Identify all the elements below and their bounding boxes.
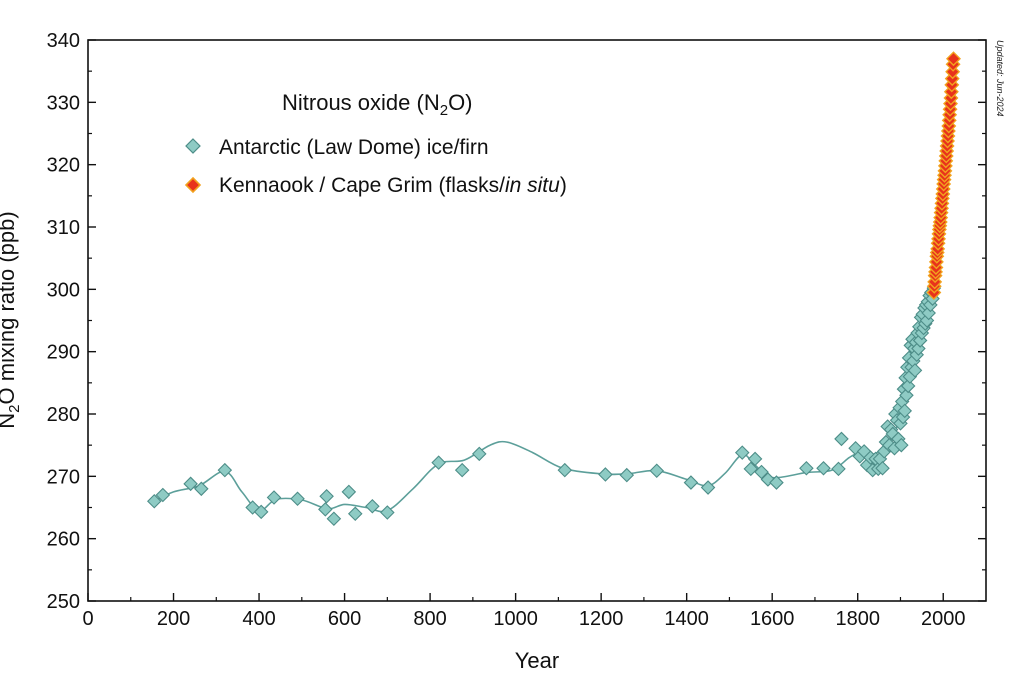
y-tick-label: 270 <box>47 466 80 488</box>
legend-label-cape-grim: Kennaook / Cape Grim (flasks/in situ) <box>219 174 567 197</box>
antarctic-data-point <box>147 493 162 509</box>
axis-ticks: 0 200 400 600 800 1000 1200 1400 1600 1800 2000 250… <box>47 30 986 630</box>
antarctic-data-point <box>341 484 357 500</box>
antarctic-data-point <box>919 313 935 328</box>
y-axis-title: N2O mixing ratio (ppb) <box>0 211 23 428</box>
x-tick-label: 0 <box>82 608 93 630</box>
legend-marker-cape-grim <box>184 176 202 194</box>
x-tick-label: 400 <box>242 608 275 630</box>
antarctic-data-point <box>734 445 750 460</box>
plot-frame <box>87 39 987 602</box>
legend-title: Nitrous oxide (N2O) <box>282 90 473 119</box>
y-tick-label: 280 <box>47 404 80 426</box>
x-tick-label: 1600 <box>750 608 795 630</box>
antarctic-data-point <box>253 504 269 520</box>
y-tick-label: 330 <box>47 92 80 114</box>
antarctic-data-point <box>834 431 849 447</box>
antarctic-data-point <box>907 363 923 378</box>
antarctic-data-point <box>900 378 916 394</box>
x-tick-label: 1000 <box>493 608 538 630</box>
antarctic-data-point <box>217 462 233 478</box>
y-tick-label: 290 <box>47 342 80 364</box>
antarctic-data-point <box>194 481 209 497</box>
legend-label-antarctic: Antarctic (Law Dome) ice/firn <box>219 136 489 159</box>
antarctic-data-point <box>431 455 446 470</box>
x-tick-label: 1200 <box>579 608 624 630</box>
antarctic-data-point <box>816 460 831 476</box>
antarctic-data-point <box>894 437 909 453</box>
smooth-fit-line <box>153 58 955 513</box>
antarctic-data-point <box>899 388 914 403</box>
antarctic-data-point <box>598 467 613 482</box>
antarctic-data-point <box>743 461 759 477</box>
antarctic-data-point <box>326 511 342 526</box>
antarctic-data-point <box>754 464 769 480</box>
x-axis-title: Year <box>515 648 559 673</box>
antarctic-data-point <box>619 467 635 483</box>
x-tick-label: 600 <box>328 608 361 630</box>
x-tick-label: 2000 <box>921 608 966 630</box>
antarctic-data-point <box>347 506 363 522</box>
antarctic-data-point <box>683 475 699 490</box>
antarctic-data-point <box>799 460 814 476</box>
antarctic-data-point <box>769 475 784 490</box>
x-tick-label: 1800 <box>835 608 880 630</box>
antarctic-data-point <box>471 446 487 462</box>
x-tick-label: 200 <box>157 608 190 630</box>
y-tick-label: 340 <box>47 30 80 52</box>
y-tick-label: 320 <box>47 155 80 177</box>
y-tick-label: 260 <box>47 529 80 551</box>
antarctic-data-point <box>454 462 470 478</box>
y-tick-label: 250 <box>47 591 80 613</box>
antarctic-data-point <box>649 463 665 479</box>
antarctic-data-point <box>318 502 333 517</box>
antarctic-data-point <box>155 487 171 503</box>
antarctic-data-point <box>266 490 282 505</box>
legend-marker-antarctic <box>185 138 201 154</box>
smooth-fit-layer <box>153 58 955 513</box>
legend: Nitrous oxide (N2O) Antarctic (Law Dome)… <box>184 90 567 197</box>
antarctic-data-point <box>290 491 305 507</box>
antarctic-data-point <box>380 505 395 520</box>
cape-grim-data-point <box>945 64 961 80</box>
antarctic-data-point <box>875 460 890 476</box>
y-tick-label: 310 <box>47 217 80 239</box>
data-points-layer <box>147 51 961 526</box>
antarctic-data-point <box>747 451 763 467</box>
antarctic-data-point <box>897 403 913 419</box>
antarctic-data-point <box>183 476 198 492</box>
antarctic-data-point <box>319 489 334 504</box>
antarctic-data-point <box>557 462 573 478</box>
updated-note: Updated: Jun-2024 <box>995 40 1005 117</box>
antarctic-data-point <box>831 461 846 477</box>
antarctic-data-point <box>700 480 716 495</box>
antarctic-data-point <box>365 498 380 514</box>
y-tick-label: 300 <box>47 279 80 301</box>
x-tick-label: 1400 <box>664 608 709 630</box>
x-tick-label: 800 <box>413 608 446 630</box>
cape-grim-data-point <box>946 51 961 67</box>
